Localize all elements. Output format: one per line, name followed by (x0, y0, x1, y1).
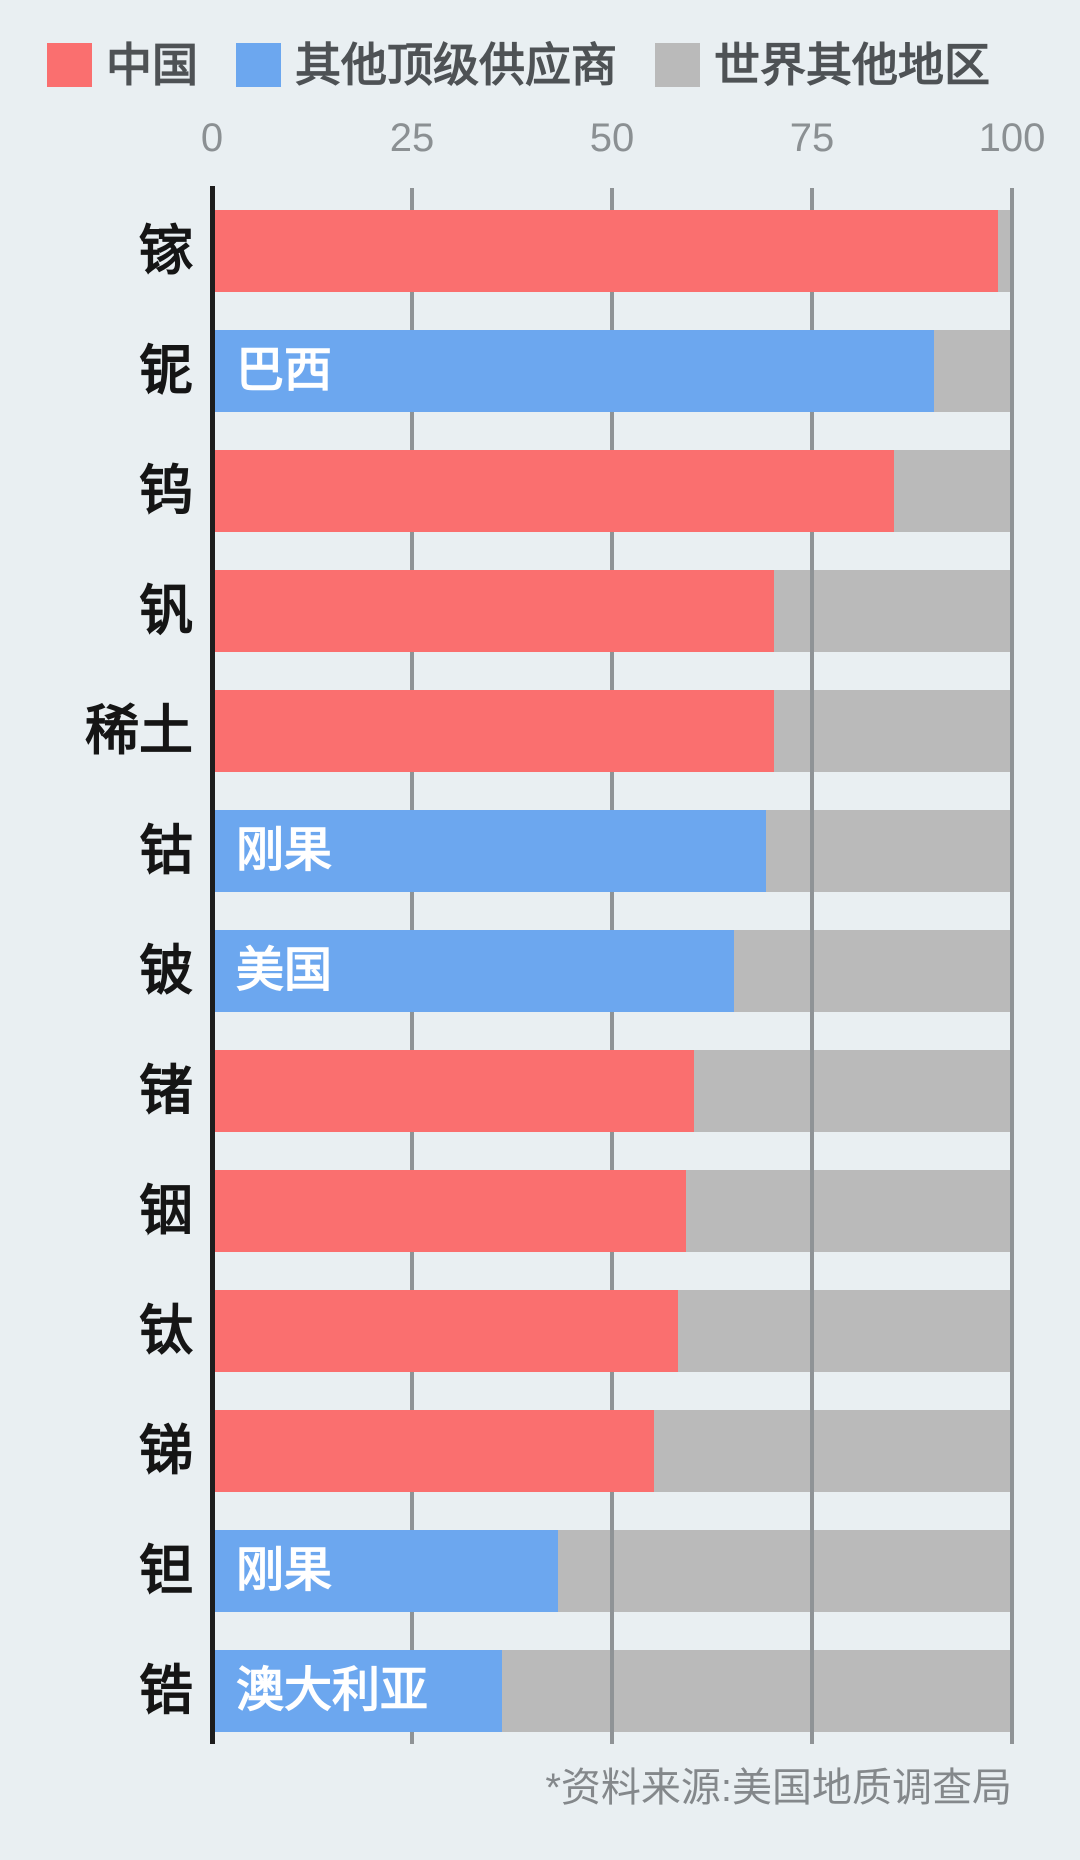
bar-row-铍: 美国 (214, 930, 1012, 1012)
source-note: *资料来源:美国地质调查局 (545, 1766, 1012, 1810)
category-label-锑: 锑 (139, 1421, 193, 1481)
bar-row-锑 (214, 1410, 1012, 1492)
bar-primary-铟 (214, 1170, 686, 1252)
bar-supplier-label-钴: 刚果 (236, 824, 333, 877)
bar-primary-镓 (214, 210, 998, 292)
x-tick-label-50: 50 (589, 116, 635, 160)
bar-row-钨 (214, 450, 1012, 532)
legend-item-other_top_supplier: 其他顶级供应商 (236, 42, 617, 88)
bar-primary-铍 (214, 930, 734, 1012)
y-axis-baseline (210, 186, 215, 1744)
bar-primary-铌 (214, 330, 934, 412)
bar-primary-钴 (214, 810, 766, 892)
category-label-锗: 锗 (139, 1061, 193, 1121)
category-label-锆: 锆 (139, 1661, 193, 1721)
bar-supplier-label-锆: 澳大利亚 (236, 1664, 429, 1717)
gridline-75 (810, 188, 814, 1744)
bar-primary-钽 (214, 1530, 558, 1612)
bar-primary-锗 (214, 1050, 694, 1132)
x-tick-label-25: 25 (389, 116, 435, 160)
bar-supplier-label-铌: 巴西 (236, 344, 333, 397)
bar-row-钒 (214, 570, 1012, 652)
x-tick-label-0: 0 (200, 116, 224, 160)
bar-primary-锑 (214, 1410, 654, 1492)
legend-swatch-rest_of_world (655, 43, 700, 87)
legend-label-china: 中国 (106, 39, 198, 91)
legend-item-rest_of_world: 世界其他地区 (655, 42, 990, 88)
category-label-镓: 镓 (139, 221, 193, 281)
legend-label-rest_of_world: 世界其他地区 (714, 39, 990, 91)
legend-label-other_top_supplier: 其他顶级供应商 (295, 39, 617, 91)
bar-row-钴: 刚果 (214, 810, 1012, 892)
x-tick-label-75: 75 (789, 116, 835, 160)
bar-primary-钛 (214, 1290, 678, 1372)
category-label-稀土: 稀土 (85, 701, 193, 761)
category-label-铍: 铍 (139, 941, 193, 1001)
bar-supplier-label-钽: 刚果 (236, 1544, 333, 1597)
category-label-钛: 钛 (139, 1301, 193, 1361)
bar-primary-稀土 (214, 690, 774, 772)
category-label-铟: 铟 (139, 1181, 193, 1241)
category-label-钴: 钴 (139, 821, 193, 881)
bar-row-钛 (214, 1290, 1012, 1372)
legend-item-china: 中国 (47, 42, 198, 88)
category-label-钨: 钨 (139, 461, 193, 521)
bar-primary-钒 (214, 570, 774, 652)
bar-primary-钨 (214, 450, 894, 532)
legend-swatch-other_top_supplier (236, 43, 281, 87)
bar-row-钽: 刚果 (214, 1530, 1012, 1612)
bar-supplier-label-铍: 美国 (236, 944, 333, 997)
bar-primary-锆 (214, 1650, 502, 1732)
bar-row-铌: 巴西 (214, 330, 1012, 412)
category-label-铌: 铌 (139, 341, 193, 401)
legend-swatch-china (47, 43, 92, 87)
bar-row-锗 (214, 1050, 1012, 1132)
legend: 中国 其他顶级供应商 世界其他地区 (47, 42, 990, 88)
category-label-钒: 钒 (139, 581, 193, 641)
bar-row-稀土 (214, 690, 1012, 772)
x-tick-label-100: 100 (978, 116, 1046, 160)
bar-row-镓 (214, 210, 1012, 292)
gridline-100 (1010, 188, 1014, 1744)
category-label-钽: 钽 (139, 1541, 193, 1601)
bar-row-铟 (214, 1170, 1012, 1252)
